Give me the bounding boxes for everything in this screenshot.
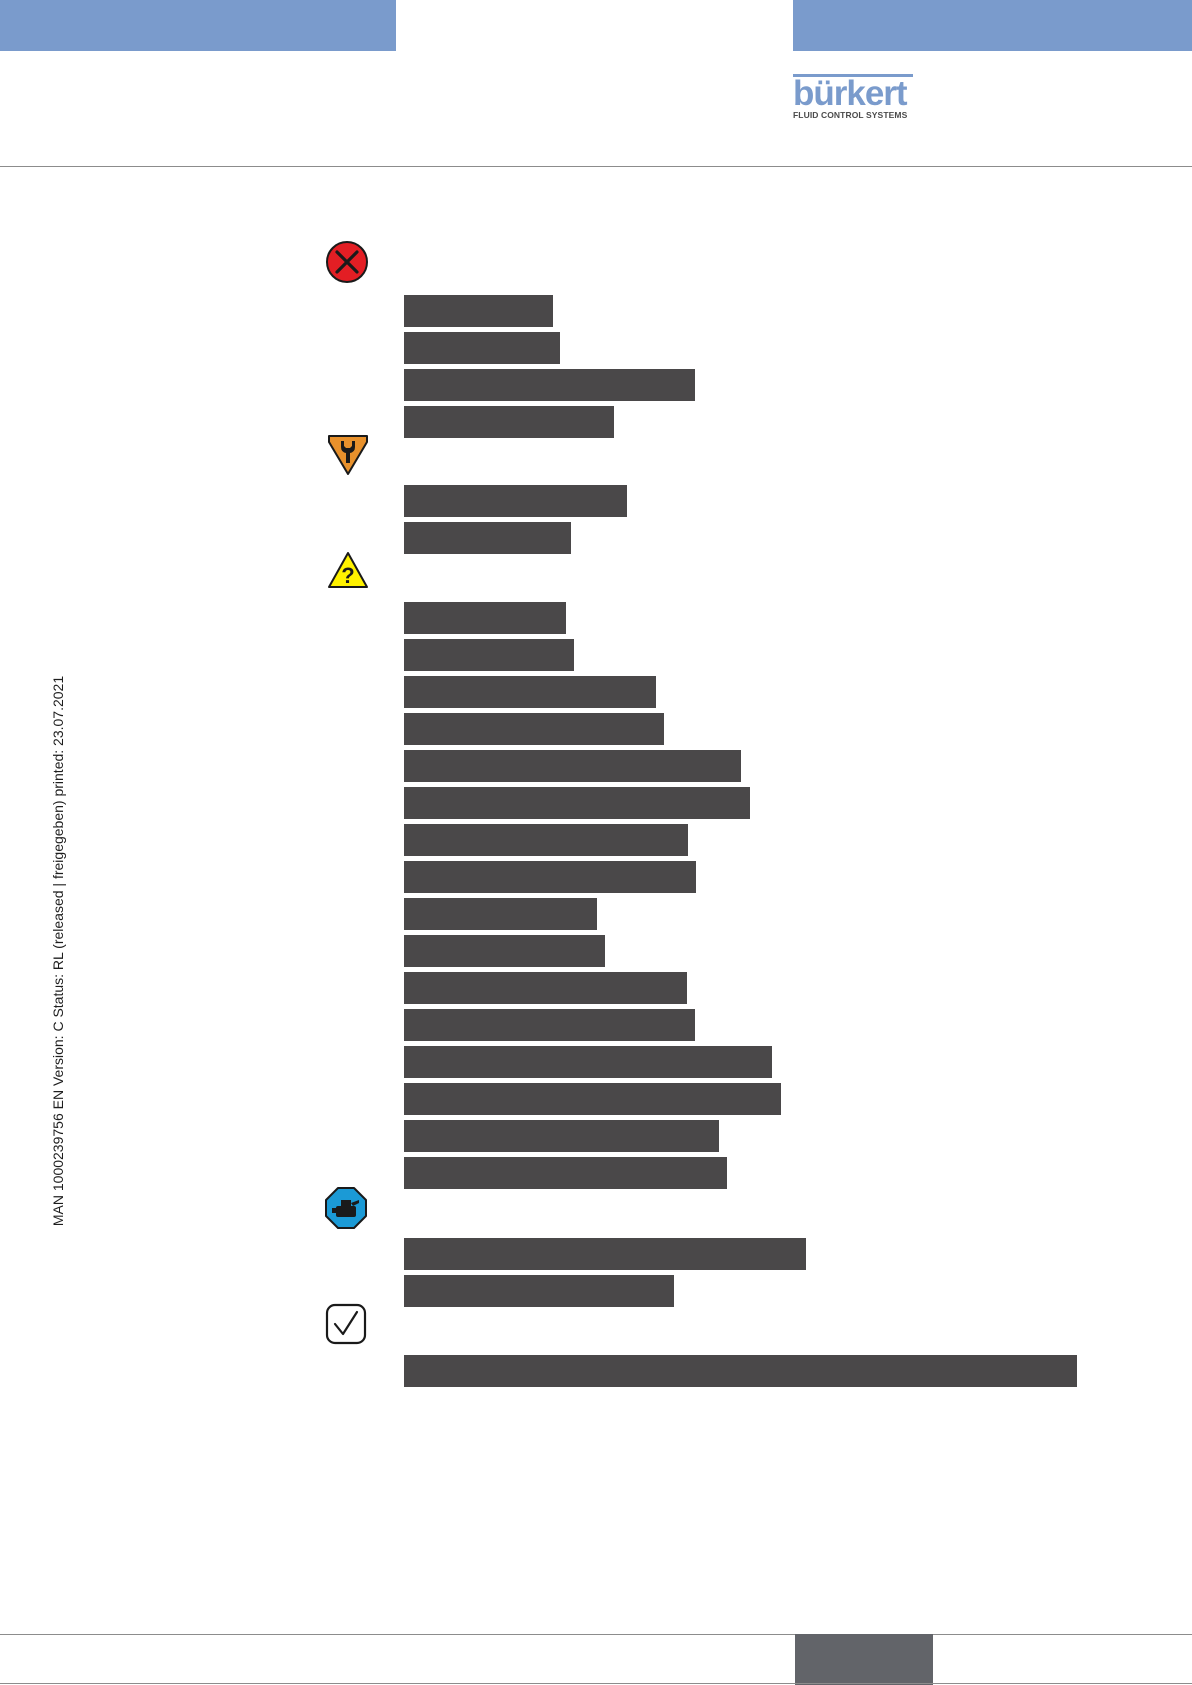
maintenance-wrench-icon (326, 432, 370, 476)
redacted-line (404, 602, 566, 634)
redacted-line (404, 522, 571, 554)
out-of-specification-question-icon: ? (326, 550, 370, 594)
logo-top-rule (793, 74, 913, 77)
redacted-line (404, 1009, 695, 1041)
redacted-line (404, 406, 614, 438)
redacted-line (404, 713, 664, 745)
redacted-line (404, 295, 553, 327)
logo-tagline: FLUID CONTROL SYSTEMS (793, 110, 908, 120)
header-divider (0, 166, 1192, 167)
redacted-line (404, 1275, 674, 1307)
redacted-line (404, 861, 696, 893)
header-band-right (793, 0, 1192, 51)
svg-text:?: ? (341, 563, 354, 588)
redacted-line (404, 485, 627, 517)
checkmark-ok-icon (324, 1302, 368, 1346)
redacted-line (404, 1046, 772, 1078)
redacted-line (404, 972, 687, 1004)
redacted-line (404, 898, 597, 930)
page-number-box (795, 1634, 933, 1685)
redacted-line (404, 332, 560, 364)
redacted-line (404, 824, 688, 856)
logo-wordmark: bürkert (793, 74, 908, 113)
redacted-line (404, 935, 605, 967)
redacted-line (404, 676, 656, 708)
redacted-line (404, 1238, 806, 1270)
failure-x-icon (325, 240, 369, 284)
redacted-line (404, 1120, 719, 1152)
footer-divider (0, 1634, 1192, 1635)
redacted-line (404, 787, 750, 819)
redacted-line (404, 369, 695, 401)
document-print-info: MAN 1000239756 EN Version: C Status: RL … (50, 675, 66, 1227)
redacted-line (404, 750, 741, 782)
function-check-icon (324, 1186, 368, 1230)
redacted-line (404, 1083, 781, 1115)
header-band-left (0, 0, 396, 51)
footer-bottom-rule (0, 1683, 1192, 1684)
redacted-line (404, 1157, 727, 1189)
redacted-line (404, 639, 574, 671)
redacted-line (404, 1355, 1077, 1387)
